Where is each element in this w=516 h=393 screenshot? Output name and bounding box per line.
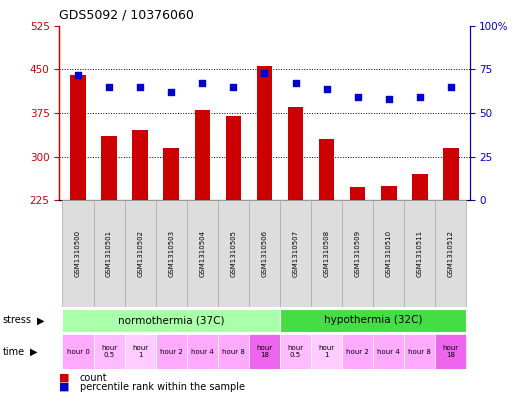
Text: hour
0.5: hour 0.5: [287, 345, 303, 358]
Text: ▶: ▶: [30, 347, 38, 357]
Point: [136, 84, 144, 90]
Bar: [93, 334, 124, 369]
Bar: [62, 200, 93, 307]
Text: ■: ■: [59, 382, 70, 392]
Text: hour 4: hour 4: [191, 349, 214, 355]
Bar: [93, 200, 124, 307]
Bar: [436, 200, 466, 307]
Bar: [412, 174, 428, 200]
Bar: [405, 334, 436, 369]
Text: GSM1310509: GSM1310509: [354, 230, 361, 277]
Text: GSM1310505: GSM1310505: [230, 230, 236, 277]
Text: hour
18: hour 18: [443, 345, 459, 358]
Point: [447, 84, 455, 90]
Bar: [195, 110, 210, 200]
Bar: [70, 75, 86, 200]
Point: [229, 84, 237, 90]
Bar: [280, 334, 311, 369]
Bar: [101, 136, 117, 200]
Point: [105, 84, 113, 90]
Text: normothermia (37C): normothermia (37C): [118, 315, 224, 325]
Point: [167, 89, 175, 95]
Text: GSM1310510: GSM1310510: [386, 230, 392, 277]
Text: hour
1: hour 1: [318, 345, 335, 358]
Text: GSM1310511: GSM1310511: [417, 230, 423, 277]
Text: ▶: ▶: [37, 315, 45, 325]
Text: percentile rank within the sample: percentile rank within the sample: [80, 382, 245, 392]
Bar: [381, 186, 396, 200]
Bar: [373, 200, 405, 307]
Text: count: count: [80, 373, 108, 383]
Text: GSM1310504: GSM1310504: [199, 230, 205, 277]
Text: hour 0: hour 0: [67, 349, 89, 355]
Bar: [280, 309, 466, 332]
Bar: [62, 334, 93, 369]
Text: hour 8: hour 8: [408, 349, 431, 355]
Text: ■: ■: [59, 373, 70, 383]
Text: GSM1310503: GSM1310503: [168, 230, 174, 277]
Bar: [443, 148, 459, 200]
Bar: [62, 309, 280, 332]
Text: GSM1310502: GSM1310502: [137, 230, 143, 277]
Bar: [218, 200, 249, 307]
Bar: [225, 116, 241, 200]
Bar: [405, 200, 436, 307]
Bar: [280, 200, 311, 307]
Bar: [436, 334, 466, 369]
Bar: [288, 107, 303, 200]
Point: [261, 70, 269, 76]
Text: GSM1310507: GSM1310507: [293, 230, 299, 277]
Bar: [156, 334, 187, 369]
Point: [322, 85, 331, 92]
Text: hour 8: hour 8: [222, 349, 245, 355]
Bar: [164, 148, 179, 200]
Text: GSM1310506: GSM1310506: [262, 230, 267, 277]
Point: [74, 72, 82, 78]
Bar: [187, 334, 218, 369]
Text: hour
1: hour 1: [132, 345, 148, 358]
Text: time: time: [3, 347, 25, 357]
Bar: [342, 200, 373, 307]
Text: GSM1310508: GSM1310508: [324, 230, 330, 277]
Text: hour 4: hour 4: [377, 349, 400, 355]
Bar: [249, 200, 280, 307]
Text: hypothermia (32C): hypothermia (32C): [324, 315, 423, 325]
Point: [353, 94, 362, 100]
Text: GSM1310500: GSM1310500: [75, 230, 81, 277]
Point: [198, 80, 206, 86]
Point: [384, 96, 393, 102]
Bar: [218, 334, 249, 369]
Text: GSM1310512: GSM1310512: [448, 230, 454, 277]
Point: [292, 80, 300, 86]
Bar: [373, 334, 405, 369]
Point: [416, 94, 424, 100]
Bar: [311, 334, 342, 369]
Text: GSM1310501: GSM1310501: [106, 230, 112, 277]
Bar: [133, 130, 148, 200]
Bar: [249, 334, 280, 369]
Text: hour 2: hour 2: [346, 349, 369, 355]
Bar: [311, 200, 342, 307]
Text: hour 2: hour 2: [160, 349, 183, 355]
Text: GDS5092 / 10376060: GDS5092 / 10376060: [59, 9, 194, 22]
Text: stress: stress: [3, 315, 31, 325]
Bar: [156, 200, 187, 307]
Bar: [187, 200, 218, 307]
Text: hour
0.5: hour 0.5: [101, 345, 117, 358]
Bar: [342, 334, 373, 369]
Bar: [256, 66, 272, 200]
Bar: [124, 200, 156, 307]
Text: hour
18: hour 18: [256, 345, 272, 358]
Bar: [319, 139, 334, 200]
Bar: [350, 187, 365, 200]
Bar: [124, 334, 156, 369]
